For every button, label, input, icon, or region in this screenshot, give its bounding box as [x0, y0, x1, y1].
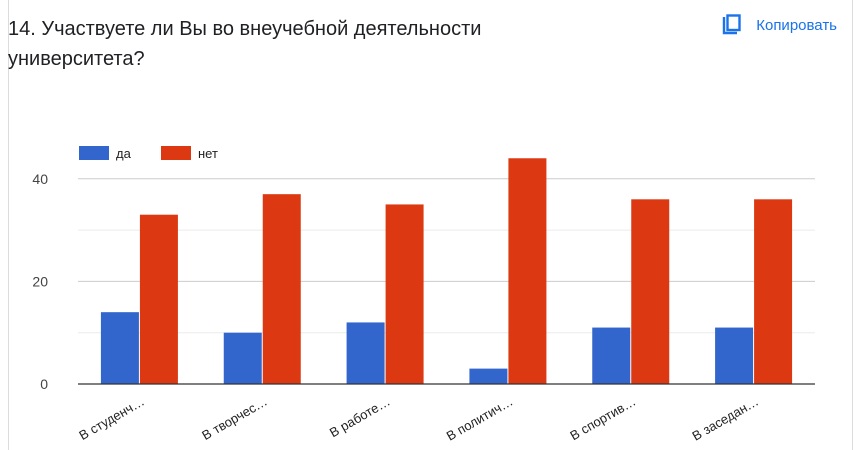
x-category-label: В заседан… — [690, 394, 762, 444]
legend-swatch-da — [79, 146, 109, 160]
copy-button-label: Копировать — [756, 16, 837, 34]
bar-net[interactable] — [385, 204, 424, 384]
bar-da[interactable] — [346, 322, 385, 384]
bar-da[interactable] — [469, 368, 508, 384]
y-tick-label: 20 — [32, 273, 48, 289]
x-category-label: В творчес… — [199, 394, 269, 443]
y-tick-label: 0 — [40, 376, 48, 392]
bar-da[interactable] — [223, 332, 262, 384]
x-category-label: В политич… — [444, 394, 516, 444]
bar-da[interactable] — [715, 327, 754, 384]
bar-net[interactable] — [631, 199, 670, 384]
y-tick-label: 40 — [32, 171, 48, 187]
copy-button[interactable]: Копировать — [722, 14, 837, 36]
legend-label: нет — [198, 146, 218, 161]
bar-net[interactable] — [262, 194, 301, 384]
question-title: 14. Участвуете ли Вы во внеучебной деяте… — [8, 18, 482, 70]
bar-da[interactable] — [100, 312, 139, 384]
legend-swatch-net — [161, 146, 191, 160]
bar-net[interactable] — [508, 158, 547, 384]
legend-label: да — [116, 146, 132, 161]
x-category-label: В работе… — [327, 394, 393, 441]
x-category-label: В спортив… — [567, 394, 638, 444]
x-category-label: В студенч… — [76, 394, 146, 443]
bar-da[interactable] — [592, 327, 631, 384]
bar-net[interactable] — [139, 214, 178, 384]
copy-icon — [722, 14, 742, 36]
bar-net[interactable] — [754, 199, 793, 384]
question-card — [8, 0, 853, 450]
